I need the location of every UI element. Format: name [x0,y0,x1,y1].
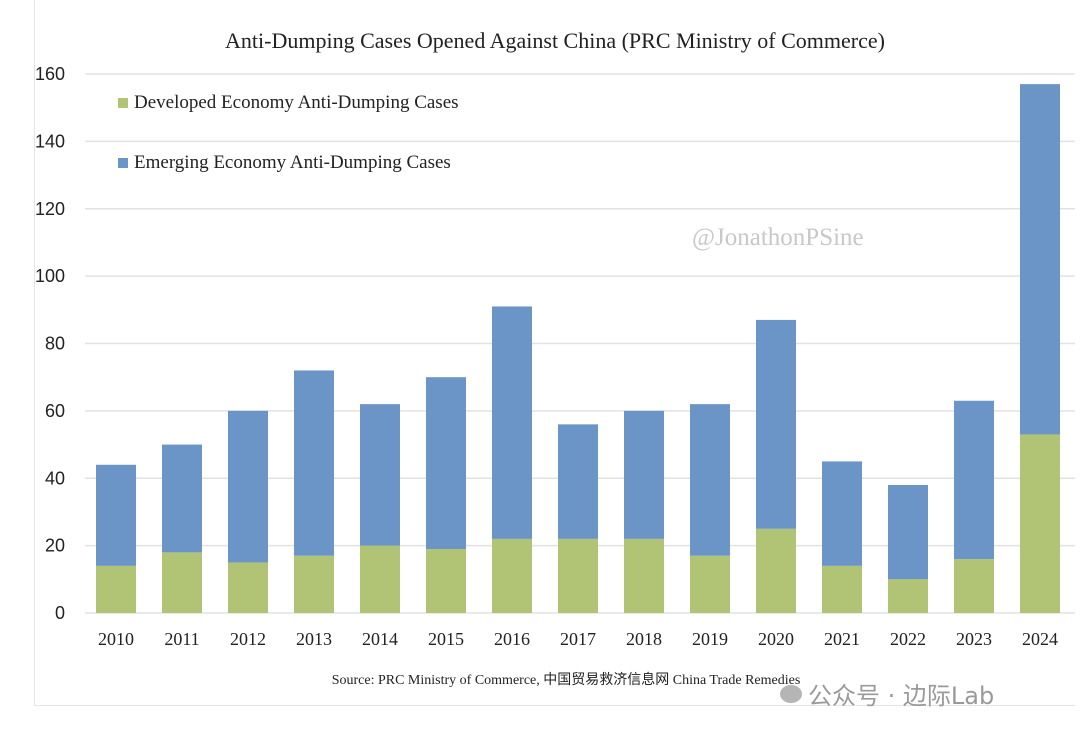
x-tick-label: 2023 [956,629,992,649]
bar-emerging-2019 [690,404,730,556]
x-tick-label: 2024 [1022,629,1058,649]
bar-emerging-2011 [162,444,202,553]
x-tick-label: 2021 [824,629,860,649]
bar-emerging-2017 [558,424,598,539]
y-tick-label: 120 [35,199,65,219]
bar-emerging-2021 [822,461,862,566]
y-tick-label: 140 [35,131,65,151]
bar-developed-2023 [954,559,994,613]
bar-developed-2017 [558,538,598,613]
bar-emerging-2010 [96,464,136,566]
wechat-icon [780,684,802,703]
bar-developed-2022 [888,579,928,613]
x-tick-label: 2017 [560,629,596,649]
bar-emerging-2014 [360,404,400,546]
bar-developed-2015 [426,548,466,613]
y-tick-label: 60 [45,401,65,421]
x-tick-label: 2014 [362,629,398,649]
bar-developed-2014 [360,545,400,613]
bar-emerging-2018 [624,410,664,539]
bar-developed-2010 [96,565,136,613]
legend-swatch [118,158,128,168]
bar-emerging-2013 [294,370,334,556]
bar-emerging-2016 [492,306,532,539]
bar-developed-2011 [162,552,202,613]
x-tick-label: 2010 [98,629,134,649]
bar-emerging-2024 [1020,84,1060,435]
bar-developed-2024 [1020,434,1060,613]
legend-swatch [118,98,128,108]
x-tick-label: 2018 [626,629,662,649]
y-tick-label: 0 [55,603,65,623]
y-tick-label: 100 [35,266,65,286]
bar-emerging-2022 [888,484,928,580]
x-tick-label: 2016 [494,629,530,649]
y-tick-label: 40 [45,468,65,488]
bar-developed-2016 [492,538,532,613]
bar-emerging-2020 [756,319,796,529]
y-tick-label: 80 [45,334,65,354]
bar-emerging-2012 [228,410,268,563]
x-tick-label: 2011 [164,629,199,649]
bar-developed-2013 [294,555,334,613]
x-tick-label: 2015 [428,629,464,649]
x-tick-label: 2019 [692,629,728,649]
bar-developed-2018 [624,538,664,613]
bar-developed-2021 [822,565,862,613]
bar-developed-2019 [690,555,730,613]
x-tick-label: 2022 [890,629,926,649]
watermark: @JonathonPSine [692,224,864,251]
bar-developed-2012 [228,562,268,613]
x-tick-label: 2012 [230,629,266,649]
source-note: Source: PRC Ministry of Commerce, 中国贸易救济… [332,671,801,688]
y-tick-label: 160 [35,64,65,84]
legend-label: Developed Economy Anti-Dumping Cases [134,92,459,113]
bar-emerging-2015 [426,377,466,549]
chart-title: Anti-Dumping Cases Opened Against China … [225,28,885,53]
x-tick-label: 2020 [758,629,794,649]
y-tick-label: 20 [45,536,65,556]
bar-developed-2020 [756,528,796,613]
wechat-badge: 公众号 · 边际Lab [780,676,994,711]
chart-frame [34,0,1075,706]
x-tick-label: 2013 [296,629,332,649]
bar-emerging-2023 [954,400,994,560]
wechat-badge-text: 公众号 · 边际Lab [808,682,995,710]
legend-label: Emerging Economy Anti-Dumping Cases [134,152,451,173]
